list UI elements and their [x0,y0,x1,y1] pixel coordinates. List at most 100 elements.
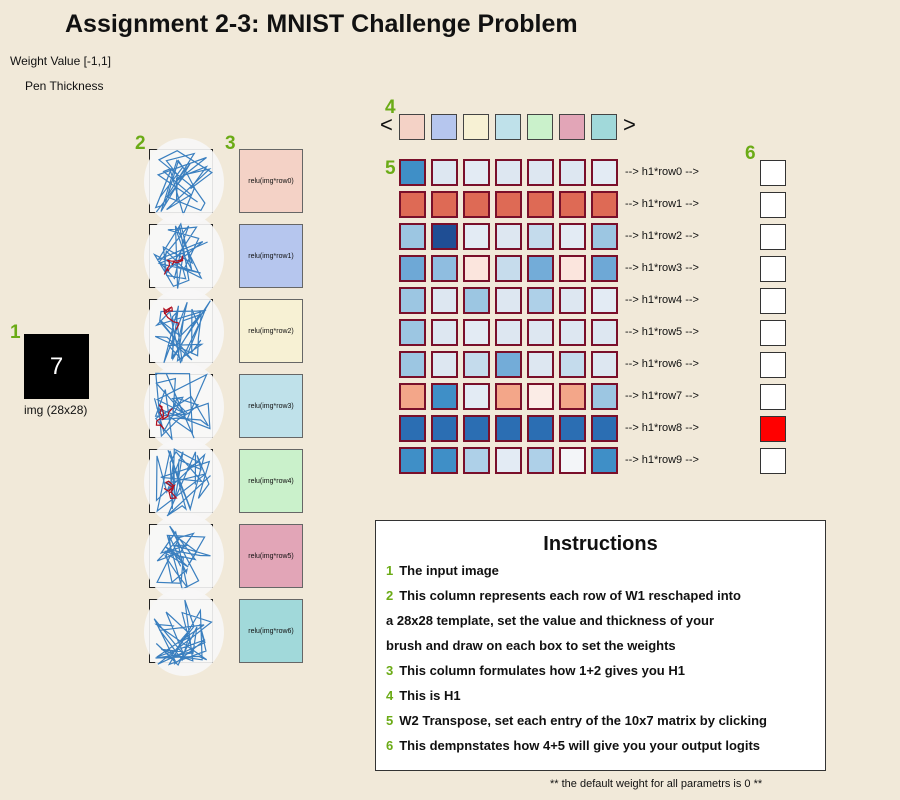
positive-weight-stroke [154,300,211,365]
w2-matrix-cell[interactable] [495,351,522,378]
w2-matrix-cell[interactable] [495,159,522,186]
w2-matrix-cell[interactable] [431,223,458,250]
instruction-text: W2 Transpose, set each entry of the 10x7… [399,713,767,728]
w1-template-box[interactable] [144,438,224,526]
w2-matrix-cell[interactable] [463,159,490,186]
w2-matrix-cell[interactable] [431,255,458,282]
w2-matrix-cell[interactable] [591,159,618,186]
logit-box [760,448,786,474]
w2-matrix-cell[interactable] [495,287,522,314]
h1-unit-cell [399,114,425,140]
w2-matrix-cell[interactable] [559,415,586,442]
w1-template-box[interactable] [144,513,224,601]
w2-matrix-cell[interactable] [399,223,426,250]
w2-matrix-cell[interactable] [527,415,554,442]
w2-matrix-cell[interactable] [431,383,458,410]
w2-matrix-cell[interactable] [463,351,490,378]
w2-matrix-cell[interactable] [463,415,490,442]
w2-matrix-cell[interactable] [591,255,618,282]
w2-matrix-cell[interactable] [463,223,490,250]
w2-matrix-cell[interactable] [399,191,426,218]
w2-matrix-cell[interactable] [559,223,586,250]
instruction-line: 2 This column represents each row of W1 r… [386,588,741,603]
w2-matrix-cell[interactable] [527,287,554,314]
w2-matrix-cell[interactable] [591,447,618,474]
w2-matrix-cell[interactable] [399,159,426,186]
w1-template-box[interactable] [144,363,224,451]
w2-matrix-cell[interactable] [463,255,490,282]
w2-matrix-cell[interactable] [559,319,586,346]
w1-template-box[interactable] [144,213,224,301]
logit-box [760,384,786,410]
w2-matrix-cell[interactable] [559,383,586,410]
h1-relu-box: relu(img*row1) [239,224,303,288]
w2-matrix-cell[interactable] [495,223,522,250]
w2-matrix-cell[interactable] [463,383,490,410]
w2-matrix-cell[interactable] [431,351,458,378]
w2-matrix-cell[interactable] [559,287,586,314]
w2-matrix-cell[interactable] [463,287,490,314]
w2-matrix-cell[interactable] [527,191,554,218]
w2-matrix-cell[interactable] [431,415,458,442]
instructions-panel: Instructions 1 The input image 2 This colum… [375,520,826,771]
w2-row-label: --> h1*row8 --> [625,422,699,434]
w2-matrix-cell[interactable] [527,159,554,186]
w2-matrix-cell[interactable] [399,447,426,474]
w2-matrix-cell[interactable] [431,191,458,218]
instruction-number: 1 [386,563,394,578]
instruction-text: a 28x28 template, set the value and thic… [386,613,715,628]
instruction-number: 2 [386,588,394,603]
w2-matrix-cell[interactable] [399,287,426,314]
w2-matrix-cell[interactable] [431,159,458,186]
w2-matrix-cell[interactable] [399,351,426,378]
w2-matrix-cell[interactable] [495,415,522,442]
w2-matrix-cell[interactable] [527,223,554,250]
w2-matrix-cell[interactable] [463,191,490,218]
w2-matrix-cell[interactable] [527,351,554,378]
w2-matrix-cell[interactable] [559,351,586,378]
w2-matrix-cell[interactable] [495,191,522,218]
w2-matrix-cell[interactable] [527,255,554,282]
w2-matrix-cell[interactable] [399,383,426,410]
w2-matrix-cell[interactable] [527,319,554,346]
instruction-text: brush and draw on each box to set the we… [386,638,676,653]
w2-matrix-cell[interactable] [463,319,490,346]
w2-matrix-cell[interactable] [399,415,426,442]
w1-template-box[interactable] [144,288,224,376]
w2-matrix-cell[interactable] [399,255,426,282]
w2-matrix-cell[interactable] [527,383,554,410]
w2-matrix-cell[interactable] [559,191,586,218]
w2-matrix-cell[interactable] [591,415,618,442]
w2-matrix-cell[interactable] [431,447,458,474]
w2-matrix-cell[interactable] [559,255,586,282]
w1-template-box[interactable] [144,588,224,676]
w2-row-label: --> h1*row4 --> [625,294,699,306]
w2-matrix-cell[interactable] [559,447,586,474]
w2-matrix-cell[interactable] [591,351,618,378]
w2-matrix-cell[interactable] [591,383,618,410]
w2-matrix-cell[interactable] [431,287,458,314]
w2-row-label: --> h1*row2 --> [625,230,699,242]
w2-matrix-cell[interactable] [495,255,522,282]
w2-matrix-cell[interactable] [591,287,618,314]
w2-matrix-cell[interactable] [591,191,618,218]
w2-matrix-cell[interactable] [495,383,522,410]
w2-matrix-cell[interactable] [559,159,586,186]
w2-matrix-cell[interactable] [495,319,522,346]
w2-row-label: --> h1*row0 --> [625,166,699,178]
w2-matrix-cell[interactable] [591,223,618,250]
w2-matrix-cell[interactable] [495,447,522,474]
w2-matrix-cell[interactable] [463,447,490,474]
w2-matrix-cell[interactable] [591,319,618,346]
badge-2: 2 [135,133,146,154]
h1-prev-arrow[interactable]: < [380,112,393,137]
instruction-line: 6 This dempnstates how 4+5 will give you … [386,738,760,753]
w2-row-label: --> h1*row7 --> [625,390,699,402]
h1-relu-box: relu(img*row6) [239,599,303,663]
w2-matrix-cell[interactable] [431,319,458,346]
h1-next-arrow[interactable]: > [623,112,636,137]
w1-template-box[interactable] [144,138,224,226]
instruction-text: This column represents each row of W1 re… [399,588,741,603]
w2-matrix-cell[interactable] [399,319,426,346]
w2-matrix-cell[interactable] [527,447,554,474]
